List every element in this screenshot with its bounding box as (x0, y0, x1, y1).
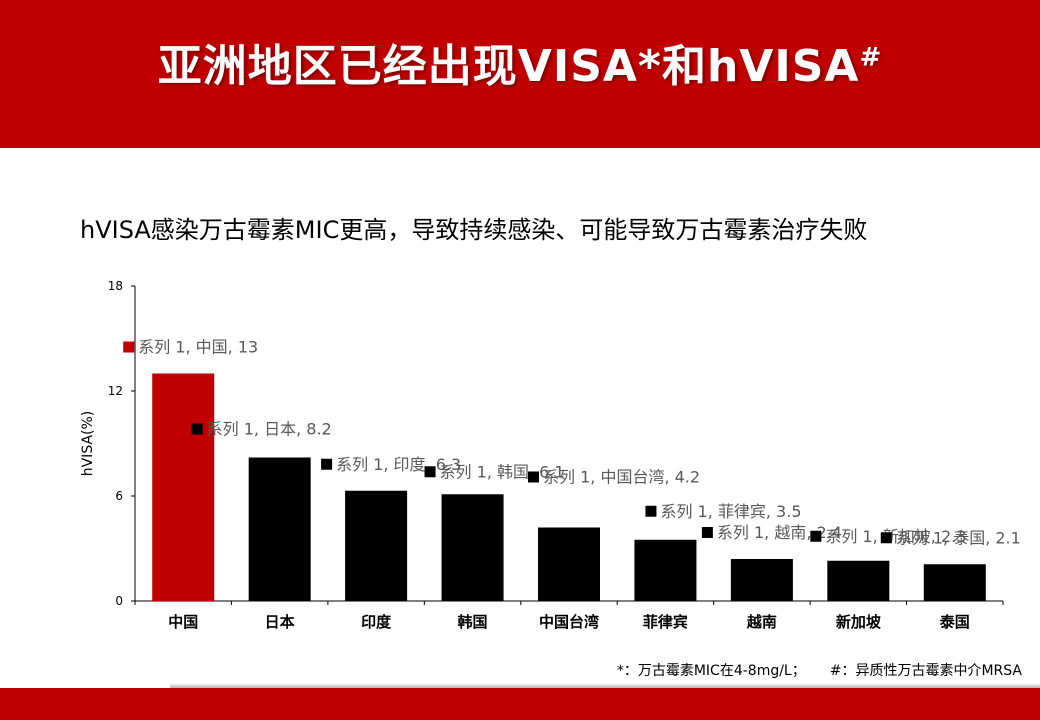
bar-chart: 0 6 12 18 hVISA(%) 中国 日本 印度 韩国 中国台湾 菲律宾 越南 新加坡 泰国 系列 1… (80, 279, 1021, 631)
data-label-key (810, 530, 822, 542)
category-label: 韩国 (458, 613, 488, 631)
data-label: 系列 1, 中国台湾, 4.2 (543, 468, 700, 487)
footnote-star: *：万古霉素MIC在4-8mg/L； (616, 663, 806, 679)
bar-2 (248, 457, 311, 601)
category-label: 日本 (265, 613, 295, 631)
slide-title-mark: # (859, 42, 883, 73)
bottom-band (0, 688, 1040, 720)
bottom-band-shadow (170, 683, 1040, 689)
category-label: 中国 (168, 613, 198, 631)
data-label-key (528, 471, 539, 483)
bar-1 (152, 373, 215, 601)
data-label: 系列 1, 中国, 13 (138, 338, 258, 357)
y-tick-label: 12 (108, 384, 123, 398)
slide-subtitle: hVISA感染万古霉素MIC更高，导致持续感染、可能导致万古霉素治疗失败 (80, 216, 868, 244)
data-label: 系列 1, 菲律宾, 3.5 (660, 502, 801, 521)
y-axis-label: hVISA(%) (80, 411, 96, 477)
data-label-key (123, 341, 135, 353)
title-band (0, 0, 1040, 148)
data-label: 系列 1, 新加坡, 2.3 (825, 527, 966, 546)
category-label: 菲律宾 (643, 613, 688, 631)
category-label: 印度 (361, 613, 392, 631)
data-label-key (321, 458, 333, 470)
bar-4 (441, 494, 504, 601)
data-label-key (191, 423, 203, 435)
category-label: 越南 (746, 613, 777, 631)
slide-title: 亚洲地区已经出现VISA*和hVISA# (0, 30, 1040, 94)
bar-9 (923, 564, 986, 601)
data-label: 系列 1, 泰国, 2.1 (896, 528, 1021, 547)
y-tick-label: 18 (108, 279, 123, 293)
bar-3 (345, 490, 408, 601)
bar-7 (730, 559, 793, 601)
data-label-key (880, 532, 892, 544)
category-label: 新加坡 (836, 613, 881, 631)
bar-8 (827, 560, 890, 601)
footnote-hash: #：异质性万古霉素中介MRSA (829, 663, 1022, 679)
y-tick-label: 0 (115, 594, 123, 608)
data-label-key (701, 527, 713, 538)
bar-6 (634, 539, 697, 601)
data-label: 系列 1, 日本, 8.2 (207, 420, 332, 439)
footnote: *：万古霉素MIC在4-8mg/L； #：异质性万古霉素中介MRSA (617, 660, 1022, 680)
slide-title-text: 亚洲地区已经出现VISA*和hVISA (157, 41, 860, 92)
bar-5 (538, 527, 600, 601)
category-label: 泰国 (939, 613, 970, 631)
data-label: 系列 1, 越南, 2.4 (717, 523, 842, 542)
data-label-key (424, 466, 436, 478)
data-label-key (645, 505, 657, 517)
y-tick-label: 6 (115, 489, 123, 503)
category-label: 中国台湾 (539, 613, 599, 631)
